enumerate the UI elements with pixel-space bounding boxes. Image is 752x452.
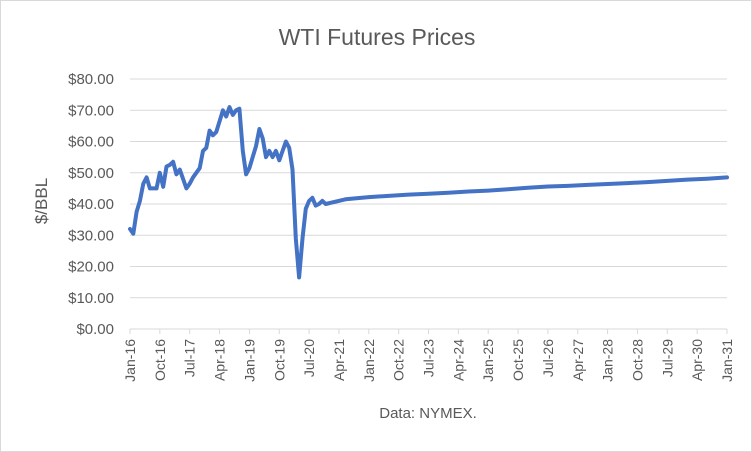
x-tick-label: Jan-28	[600, 339, 616, 382]
y-tick-label: $10.00	[68, 290, 114, 307]
chart-title: WTI Futures Prices	[279, 24, 476, 50]
x-tick-label: Jan-31	[719, 339, 735, 382]
x-tick-label: Jan-22	[361, 339, 377, 382]
y-tick-label: $0.00	[76, 321, 114, 338]
x-tick-label: Apr-21	[331, 339, 347, 381]
y-tick-label: $20.00	[68, 259, 114, 276]
x-axis-ticks: Jan-16 Oct-16 Jul-17 Apr-18 Jan-19 Oct-19 Jul-…	[122, 329, 735, 382]
series-line-wti	[128, 105, 729, 280]
x-tick-label: Oct-16	[152, 339, 168, 381]
x-tick-label: Jan-19	[241, 339, 257, 382]
x-tick-label: Apr-24	[450, 339, 466, 381]
y-tick-label: $60.00	[68, 134, 114, 151]
y-tick-label: $70.00	[68, 102, 114, 119]
x-tick-label: Oct-22	[391, 339, 407, 381]
x-tick-label: Oct-25	[510, 339, 526, 381]
x-tick-label: Apr-30	[689, 339, 705, 381]
x-tick-label: Oct-28	[629, 339, 645, 381]
x-tick-label: Jul-26	[540, 339, 556, 377]
x-tick-label: Apr-18	[212, 339, 228, 381]
x-tick-label: Jul-29	[659, 339, 675, 377]
y-tick-label: $50.00	[68, 165, 114, 182]
x-tick-label: Jan-25	[480, 339, 496, 382]
x-tick-label: Jul-23	[421, 339, 437, 377]
x-tick-label: Jul-17	[182, 339, 198, 377]
x-tick-label: Jan-16	[122, 339, 138, 382]
source-note: Data: NYMEX.	[379, 405, 477, 422]
y-axis-label: $/BBL	[32, 178, 51, 224]
y-tick-label: $40.00	[68, 196, 114, 213]
y-tick-label: $30.00	[68, 227, 114, 244]
y-tick-label: $80.00	[68, 71, 114, 88]
gridlines	[130, 78, 727, 299]
x-tick-label: Jul-20	[301, 339, 317, 377]
y-axis-ticks: $0.00 $10.00 $20.00 $30.00 $40.00 $50.00 $60.0…	[68, 71, 114, 338]
x-tick-label: Oct-19	[271, 339, 287, 381]
x-tick-label: Apr-27	[570, 339, 586, 381]
